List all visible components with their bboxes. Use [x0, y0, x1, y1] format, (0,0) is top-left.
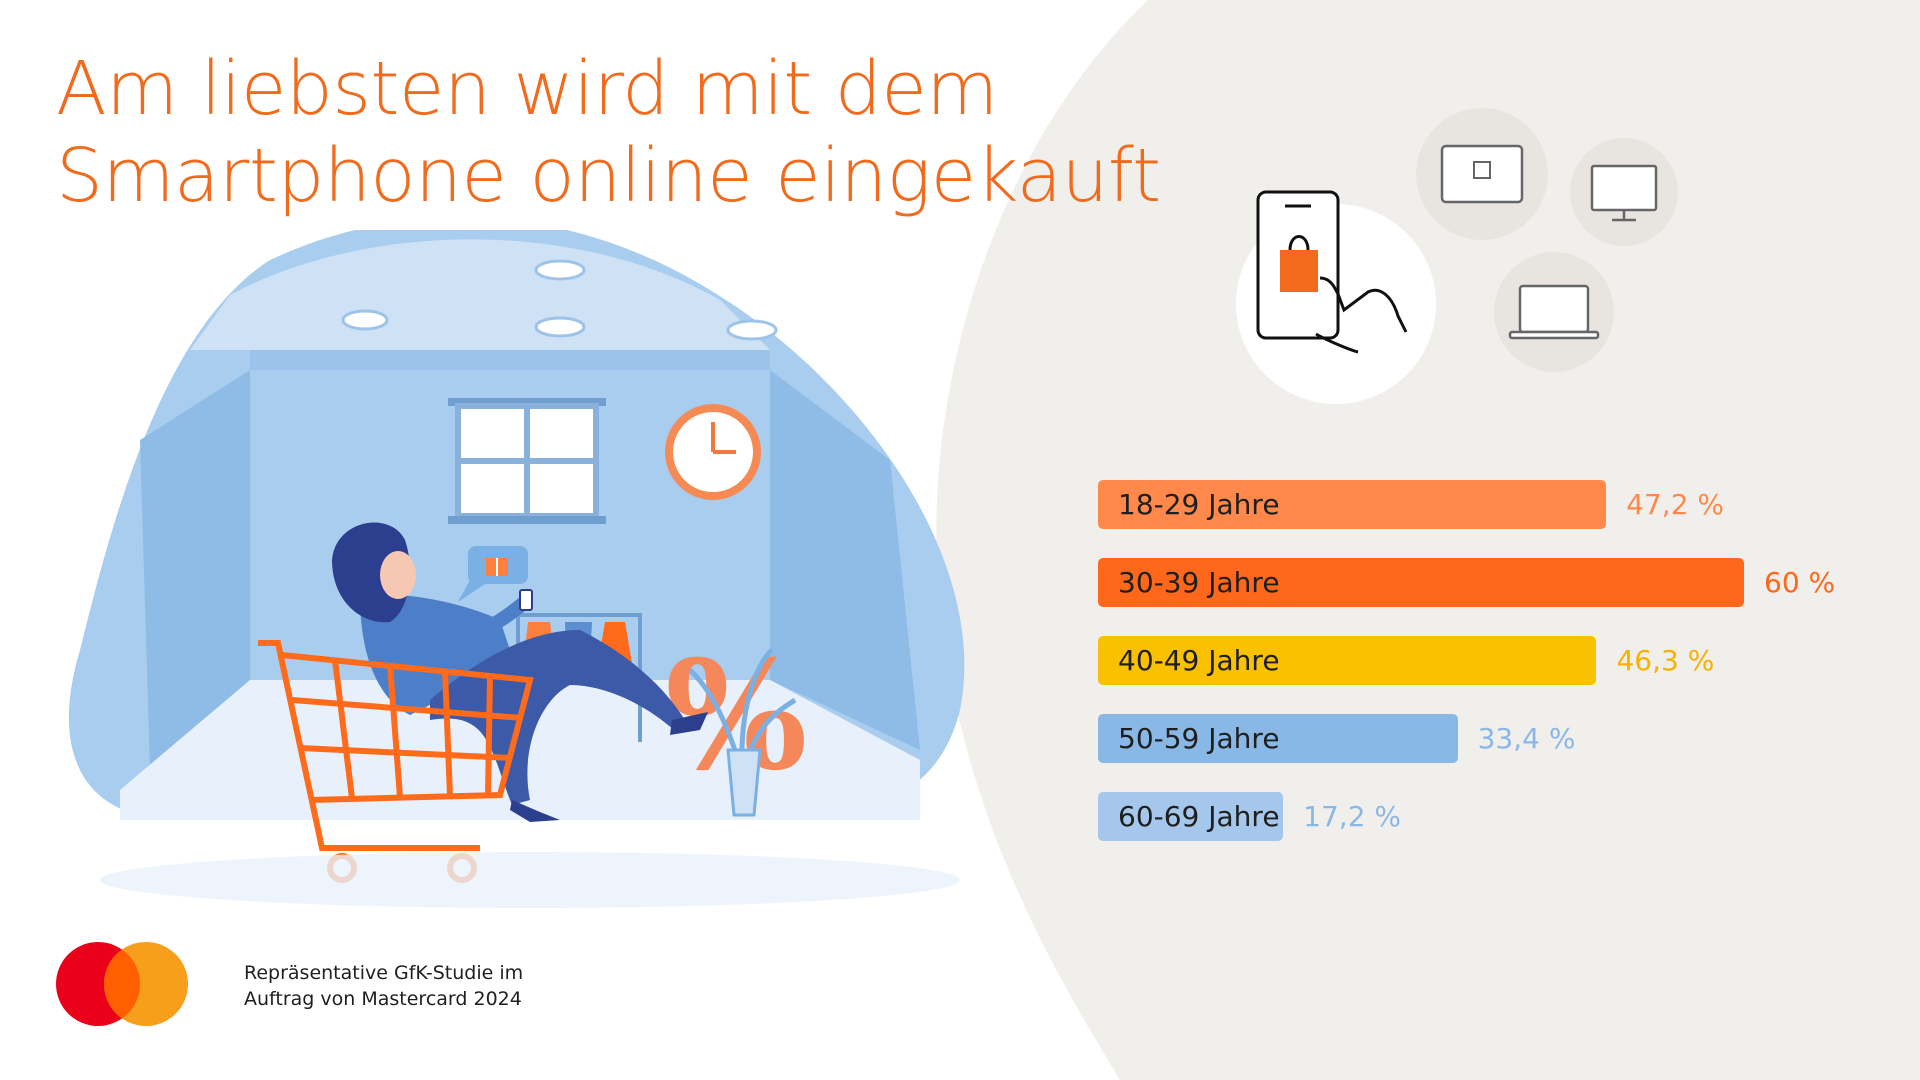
source-note: Repräsentative GfK-Studie im Auftrag von… [244, 960, 523, 1012]
value-label: 46,3 % [1616, 644, 1715, 677]
bar-18-29-jahre [1098, 480, 1607, 529]
title-line-1: Am liebsten wird mit dem [56, 46, 998, 132]
bar-30-39-jahre [1098, 558, 1744, 607]
title-line-2: Smartphone online eingekauft [56, 133, 1161, 219]
ceiling-light [726, 319, 778, 341]
value-label: 17,2 % [1303, 800, 1402, 833]
shopping-illustration: % [68, 230, 965, 908]
ceiling-light [341, 309, 389, 331]
desktop-shopping-icon [1570, 138, 1678, 246]
page-title: Am liebsten wird mit dem Smartphone onli… [56, 46, 1161, 220]
bar-60-69-jahre [1098, 792, 1284, 841]
source-line-1: Repräsentative GfK-Studie im [244, 962, 524, 984]
source-line-2: Auftrag von Mastercard 2024 [244, 988, 522, 1010]
clock-icon [665, 404, 761, 500]
category-label: 40-49 Jahre [1118, 644, 1280, 677]
window [448, 398, 606, 524]
smartphone-shopping-icon [1236, 190, 1436, 404]
device-icons [1236, 108, 1678, 404]
value-label: 33,4 % [1477, 722, 1576, 755]
category-label: 30-39 Jahre [1118, 566, 1280, 599]
tablet-shopping-icon [1416, 108, 1548, 240]
plant-pot [688, 648, 797, 817]
category-label: 18-29 Jahre [1118, 488, 1280, 521]
gift-bubble-icon [458, 546, 528, 602]
bar-50-59-jahre [1098, 714, 1458, 763]
category-label: 50-59 Jahre [1118, 722, 1280, 755]
mastercard-logo [56, 942, 188, 1026]
bar-40-49-jahre [1098, 636, 1597, 685]
ceiling-light [534, 316, 586, 338]
category-label: 60-69 Jahre [1118, 800, 1280, 833]
value-label: 47,2 % [1626, 488, 1725, 521]
laptop-shopping-icon [1494, 252, 1614, 372]
ceiling-light [534, 259, 586, 281]
value-label: 60 % [1764, 566, 1836, 599]
